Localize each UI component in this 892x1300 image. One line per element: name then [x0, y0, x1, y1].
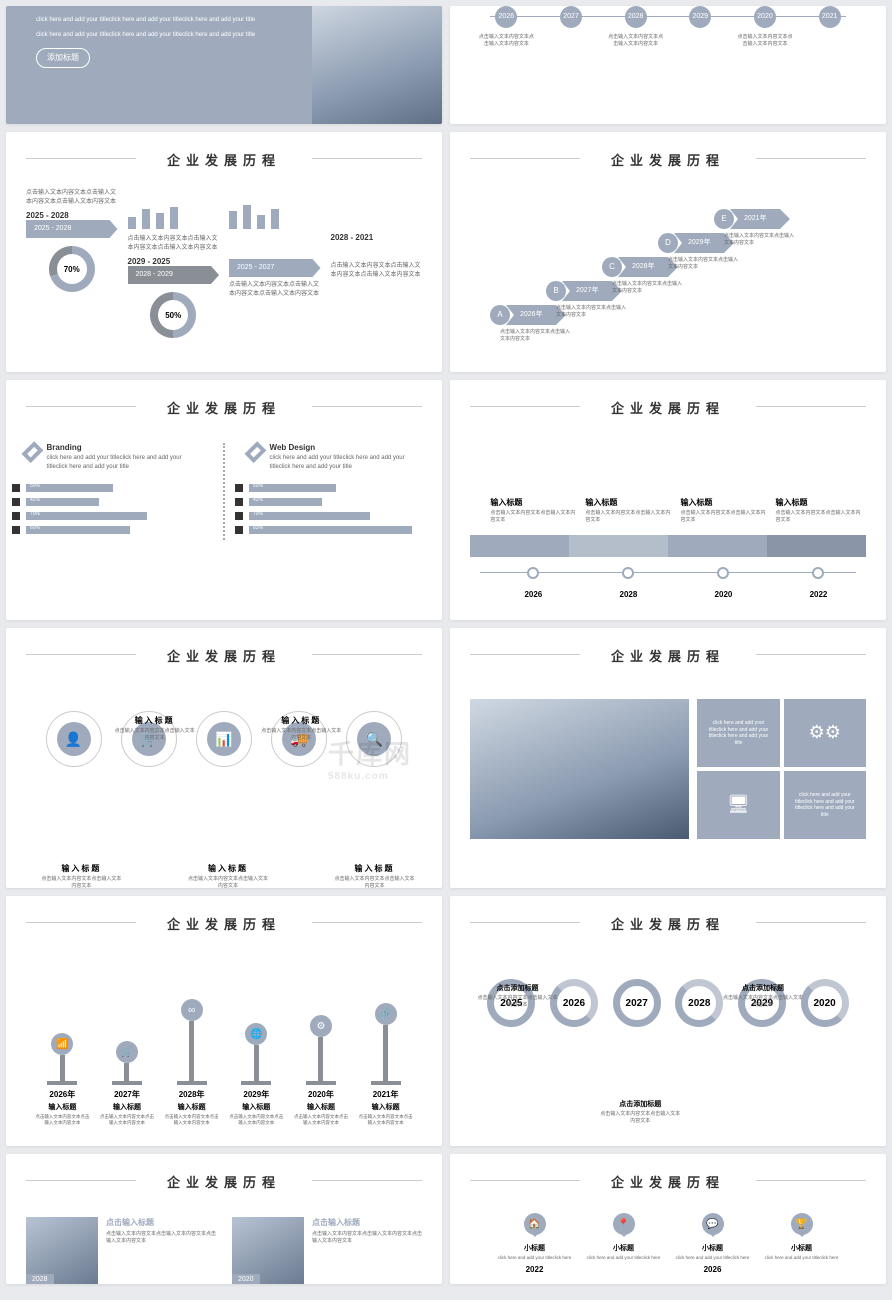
skill-bar: 70%: [249, 512, 370, 520]
slide-title: 企业发展历程: [26, 144, 422, 171]
year-circle: 2028: [625, 6, 647, 28]
gears-icon: ⚙⚙: [784, 699, 866, 767]
monitor-icon: 🖥: [697, 771, 779, 839]
slide-title: 企业发展历程: [26, 640, 422, 667]
image-item: 2020点击输入标题点击输入文本内容文本点击输入文本内容文本点击输入文本内容文本: [232, 1217, 422, 1284]
slide-pins: 企业发展历程 🏠小标题click here and add your title…: [450, 1154, 886, 1284]
skill-bar: 60%: [26, 526, 130, 534]
lollipop: 📶: [35, 1033, 89, 1085]
pin-col: 🏆小标题click here and add your titleclick h…: [762, 1213, 842, 1274]
slide-title: 企业发展历程: [470, 640, 866, 667]
skill-bar: 50%: [26, 484, 113, 492]
slide-arrow-donut: 企业发展历程 点击输入文本内容文本点击输入文本内容文本点击输入文本内容文本 20…: [6, 132, 442, 372]
circle-item: 📊: [196, 711, 252, 767]
step: C2028年: [602, 257, 678, 277]
year-range: 2028 - 2021: [331, 233, 423, 242]
lollipop: 🌐: [229, 1023, 283, 1085]
arrow: 2025 - 2027: [229, 259, 321, 277]
slide-title: 企业发展历程: [26, 908, 422, 935]
slide-title: 企业发展历程: [470, 392, 866, 419]
year-circle: 2027: [560, 6, 582, 28]
slide-title: 企业发展历程: [26, 392, 422, 419]
desc: 点击输入文本内容文本点击输入文本内容文本点击输入文本内容文本: [128, 235, 220, 253]
skill-bar: 83%: [249, 526, 412, 534]
ring: 2028: [675, 979, 723, 1027]
step: B2027年: [546, 281, 622, 301]
slide-lollipops: 企业发展历程 📶🛒∞🌐⚙🔗 2026年输入标题点击输入文本内容文本点击输入文本内…: [6, 896, 442, 1146]
year-circle: 2021: [819, 6, 841, 28]
skill-bar: 42%: [249, 498, 322, 506]
desc: 点击输入文本内容文本点击输入文本内容文本点击输入文本内容文本: [26, 189, 118, 207]
year-col: 2028点击输入文本内容文本点击输入文本内容文本: [607, 6, 665, 124]
lollipop: ⚙: [294, 1015, 348, 1085]
year-circle: 2026: [495, 6, 517, 28]
image-item: 2028点击输入标题点击输入文本内容文本点击输入文本内容文本点击输入文本内容文本: [26, 1217, 216, 1284]
add-title-button[interactable]: 添加标题: [36, 48, 90, 68]
desc: click here and add your titleclick here …: [270, 454, 422, 472]
diamond-icon: [244, 441, 266, 463]
desc: 点击输入文本内容文本点击输入文本内容文本点击输入文本内容文本: [331, 262, 423, 280]
slide-image-grid: 企业发展历程 click here and add your titleclic…: [450, 628, 886, 888]
year-circle: 2029: [689, 6, 711, 28]
slide-title: 企业发展历程: [470, 144, 866, 171]
diamond-icon: [21, 441, 43, 463]
lollipop: 🛒: [100, 1041, 154, 1085]
slide-cover: click here and add your titleclick here …: [6, 6, 442, 124]
grid-cell: click here and add your titleclick here …: [697, 699, 779, 767]
donut-70: 70%: [49, 246, 95, 292]
slide-steps: 企业发展历程 A2026年点击输入文本内容文本点击输入文本内容文本B2027年点…: [450, 132, 886, 372]
year-col: 2027: [542, 6, 600, 124]
year-range: 2029 - 2025: [128, 257, 220, 266]
step: A2026年: [490, 305, 566, 325]
building-image: [470, 699, 689, 839]
desc: click here and add your titleclick here …: [47, 454, 199, 472]
slide-year-circles: 2026点击输入文本内容文本点击输入文本内容文本 2027 2028点击输入文本内容…: [450, 6, 886, 124]
year-col: 2021: [801, 6, 859, 124]
pin-col: 📍小标题click here and add your titleclick h…: [584, 1213, 664, 1274]
col-title: Branding: [47, 443, 199, 452]
slide-title: 企业发展历程: [470, 908, 866, 935]
year-col: 2020点击输入文本内容文本点击输入文本内容文本: [736, 6, 794, 124]
slide-circles: 企业发展历程 👤🛒📊🚚🔍 输入标题点击输入文本内容文本点击输入文本内容文本输入标…: [6, 628, 442, 888]
circle-item: 👤: [46, 711, 102, 767]
pin-col: 🏠小标题click here and add your titleclick h…: [495, 1213, 575, 1274]
desc: 点击输入文本内容文本点击输入文本内容文本点击输入文本内容文本: [229, 281, 321, 299]
slide-title: 企业发展历程: [26, 1166, 422, 1193]
cover-image: [312, 6, 442, 124]
donut-50: 50%: [150, 292, 196, 338]
ring: 2027: [613, 979, 661, 1027]
year-range: 2025 - 2028: [26, 211, 118, 220]
grid-cell: click here and add your titleclick here …: [784, 771, 866, 839]
ring: 2020: [801, 979, 849, 1027]
pin-col: 💬小标题click here and add your titleclick h…: [673, 1213, 753, 1274]
skill-bar: 50%: [249, 484, 336, 492]
col-title: Web Design: [270, 443, 422, 452]
circle-item: 🔍: [346, 711, 402, 767]
cover-desc2: click here and add your titleclick here …: [36, 31, 298, 40]
step: D2029年: [658, 233, 734, 253]
arrow: 2028 - 2029: [128, 266, 220, 284]
lollipop: ∞: [165, 999, 219, 1085]
lollipop: 🔗: [359, 1003, 413, 1085]
skill-bar: 42%: [26, 498, 99, 506]
skill-bar: 70%: [26, 512, 147, 520]
year-circle: 2020: [754, 6, 776, 28]
slide-skills: 企业发展历程 Branding click here and add your …: [6, 380, 442, 620]
cover-desc: click here and add your titleclick here …: [36, 16, 298, 25]
cover-text: click here and add your titleclick here …: [6, 6, 312, 124]
slide-rings: 企业发展历程 202520262027202820292020 点击添加标题点击…: [450, 896, 886, 1146]
arrow: 2025 - 2028: [26, 220, 118, 238]
slide-image-row: 企业发展历程 2028点击输入标题点击输入文本内容文本点击输入文本内容文本点击输…: [6, 1154, 442, 1284]
step: E2021年: [714, 209, 790, 229]
year-col: 2029: [671, 6, 729, 124]
slide-title: 企业发展历程: [470, 1166, 866, 1193]
year-col: 2026点击输入文本内容文本点击输入文本内容文本: [477, 6, 535, 124]
slide-band-timeline: 企业发展历程 2026输入标题点击输入文本内容文本点击输入文本内容文本2028输…: [450, 380, 886, 620]
